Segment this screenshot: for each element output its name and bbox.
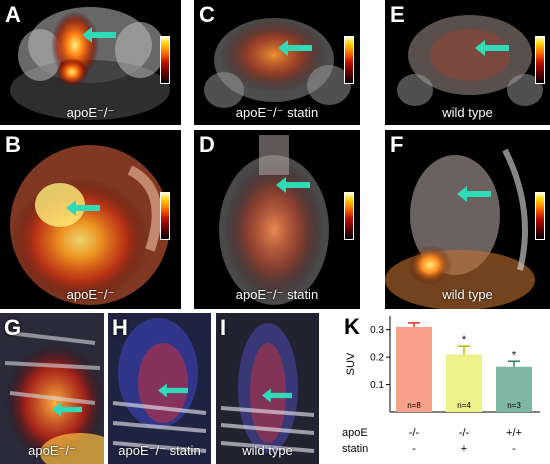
panel-d-caption: apoE⁻/⁻ statin [235,287,319,302]
panel-i-image [216,313,319,464]
panel-k-chart: SUV 0.1 0.2 0.3 n=8 n=4 * n=3 * -/- - -/- + +/+ - apo… [342,316,540,455]
y-tick-label: 0.2 [370,353,384,364]
panel-a-colorbar [160,36,170,84]
panel-f: F wild type [385,130,550,309]
panel-c-caption: apoE⁻/⁻ statin [235,105,319,120]
panel-b-image [10,145,170,305]
panel-e: E wild type [385,0,550,125]
bar [496,366,532,412]
panel-i: I wild type [216,313,319,464]
panel-d: D apoE⁻/⁻ statin [194,130,360,309]
significance-marker: * [512,349,517,361]
panel-c-arrow-icon [278,40,312,56]
statin-label: - [412,443,416,455]
panel-a-image [10,7,170,120]
panel-g: G apoE⁻/⁻ [0,313,104,464]
panel-i-caption: wild type [242,443,293,458]
panel-f-image [385,148,535,309]
panel-a-letter: A [5,2,21,27]
panel-d-letter: D [199,132,215,157]
panel-f-colorbar [535,192,545,240]
panel-e-colorbar [535,36,545,84]
panel-c: C apoE⁻/⁻ statin [194,0,360,125]
panel-h-letter: H [112,315,128,340]
panel-e-letter: E [390,2,405,27]
panel-d-arrow-icon [276,177,310,193]
bar [396,326,432,412]
panel-e-caption: wild type [442,105,493,120]
y-tick-label: 0.3 [370,325,384,336]
y-axis-label: SUV [345,352,357,375]
panel-b-colorbar [160,192,170,240]
apoe-genotype-label: -/- [459,427,470,439]
panel-a-arrow-icon [82,27,116,43]
panel-b-arrow-icon [66,200,100,216]
bar [446,354,482,412]
apoe-genotype-label: +/+ [506,427,522,439]
n-label: n=8 [407,401,421,410]
panel-d-colorbar [344,192,354,240]
panel-b-caption: apoE⁻/⁻ [66,287,115,302]
panel-c-colorbar [344,36,354,84]
panel-a: A apoE⁻/⁻ [0,0,181,125]
panel-i-arrow-icon [262,388,292,403]
panel-g-letter: G [4,315,22,340]
panel-b-letter: B [5,132,21,157]
y-tick-label: 0.1 [370,380,384,391]
panel-f-arrow-icon [457,186,491,202]
panel-c-image [204,17,351,108]
row-label-apoe: apoE [342,427,368,439]
n-label: n=3 [507,401,521,410]
panel-a-caption: apoE⁻/⁻ [66,105,115,120]
panel-e-arrow-icon [475,40,509,56]
panel-h-caption: apoE⁻/⁻ statin [118,443,201,458]
statin-label: + [461,443,467,455]
significance-marker: * [462,334,467,346]
panel-h: H apoE⁻/⁻ statin [108,313,211,464]
statin-label: - [512,443,516,455]
panel-c-letter: C [199,2,215,27]
panel-g-caption: apoE⁻/⁻ [28,443,76,458]
panel-b: B apoE⁻/⁻ [0,130,181,309]
panel-g-image [0,313,104,464]
n-label: n=4 [457,401,471,410]
panel-h-arrow-icon [158,383,188,398]
panel-h-image [108,313,211,464]
panel-d-image [219,135,329,305]
panel-e-image [397,15,543,106]
apoe-genotype-label: -/- [409,427,420,439]
row-label-statin: statin [342,443,368,455]
panel-k-letter: K [344,314,360,339]
panel-g-arrow-icon [52,402,82,417]
panel-f-caption: wild type [442,287,493,302]
panel-i-letter: I [220,315,227,340]
panel-f-letter: F [390,132,404,157]
